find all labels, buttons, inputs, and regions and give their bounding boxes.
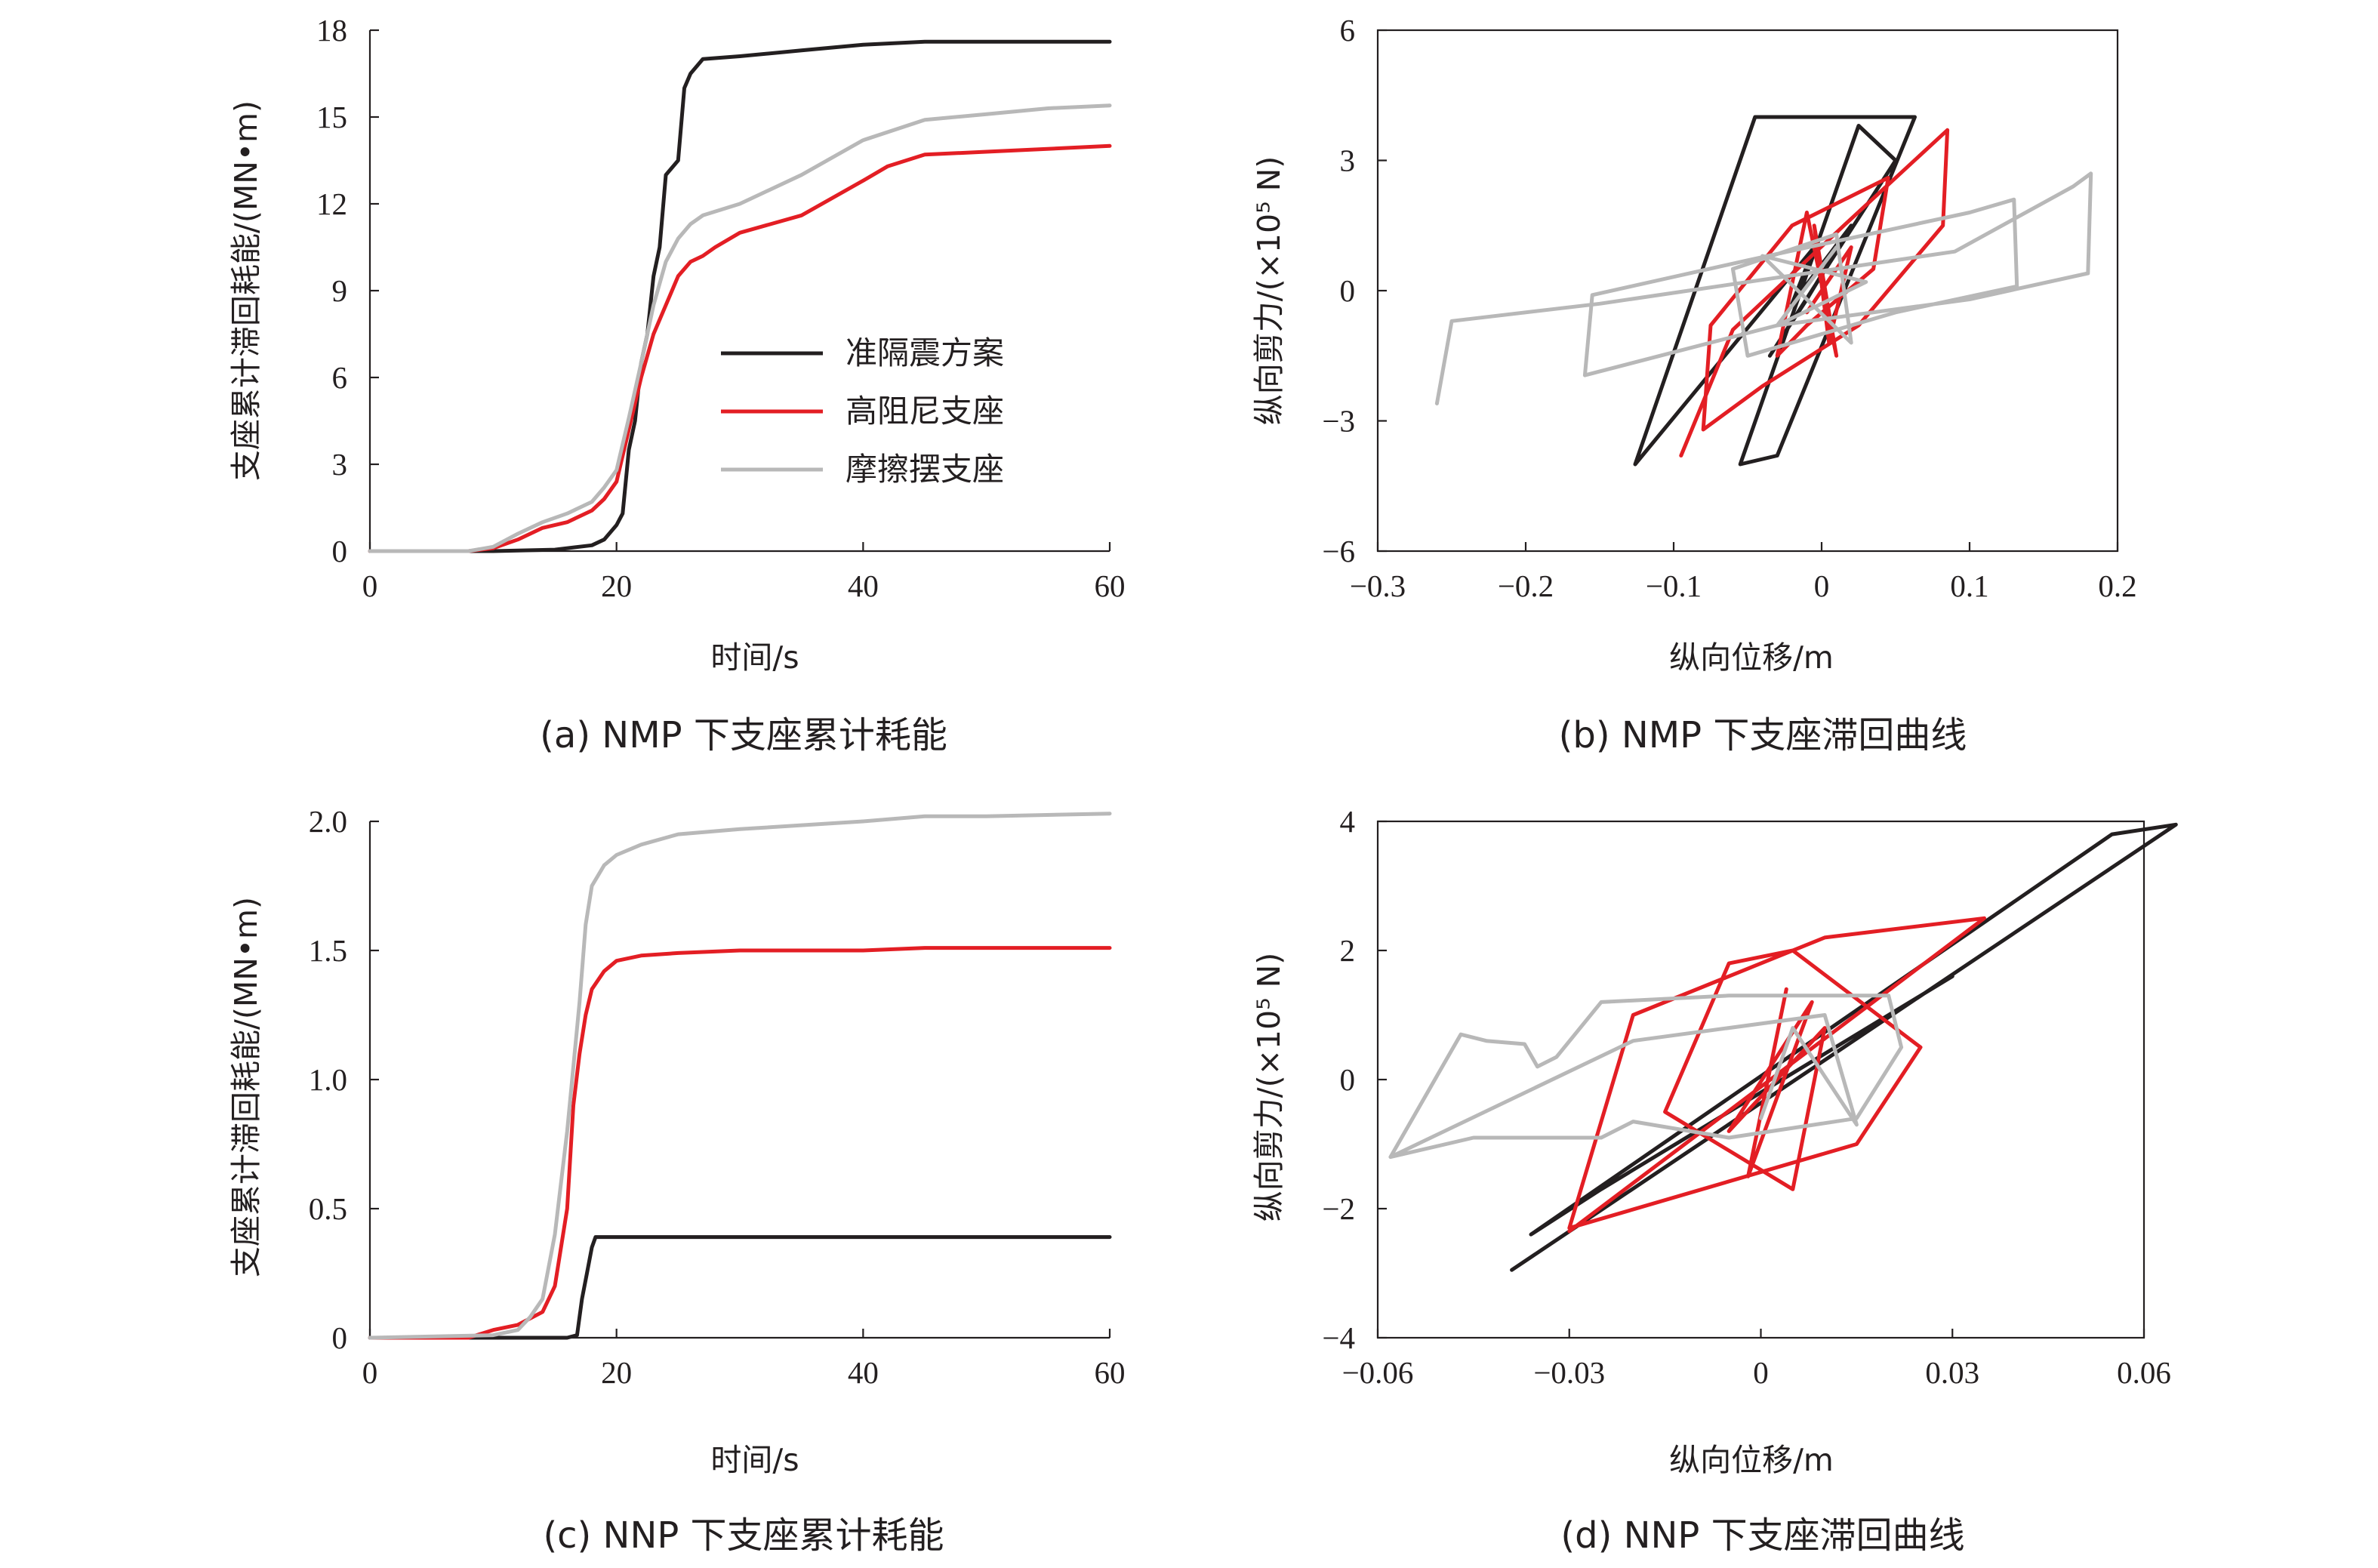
y-ticks-d: −4 −2 0 2 4 bbox=[1322, 804, 1387, 1355]
y-tick-label: 18 bbox=[316, 13, 347, 48]
y-tick-label: 0 bbox=[1340, 273, 1356, 308]
x-tick-label: 0.2 bbox=[2098, 568, 2136, 603]
x-axis-label-d: 纵向位移/m bbox=[1669, 1442, 1834, 1478]
x-tick-label: −0.2 bbox=[1498, 568, 1554, 603]
series-line-gray bbox=[368, 812, 1112, 1340]
series-line-gray bbox=[368, 103, 1112, 553]
legend-a: 准隔震方案 高阻尼支座 摩擦摆支座 bbox=[721, 334, 1004, 488]
y-tick-label: 1.0 bbox=[309, 1062, 347, 1097]
y-tick-label: 2 bbox=[1340, 933, 1356, 968]
x-tick-label: −0.3 bbox=[1350, 568, 1406, 603]
series-b bbox=[1434, 115, 2093, 467]
x-axis-label-a: 时间/s bbox=[710, 639, 799, 676]
caption-d: (d) NNP 下支座滞回曲线 bbox=[1560, 1514, 1964, 1557]
series-line-black bbox=[368, 39, 1112, 553]
x-tick-label: 20 bbox=[601, 1355, 632, 1390]
axes-b bbox=[1376, 29, 2119, 553]
y-ticks-b: −6 −3 0 3 6 bbox=[1322, 13, 1387, 568]
axes-c bbox=[368, 821, 1110, 1339]
y-tick-label: −4 bbox=[1322, 1320, 1355, 1355]
series-d bbox=[1388, 822, 2178, 1272]
y-tick-label: 3 bbox=[332, 447, 348, 482]
series-line-black bbox=[1510, 822, 2178, 1272]
axes-d bbox=[1376, 820, 2145, 1339]
y-tick-label: −6 bbox=[1322, 534, 1355, 568]
series-a bbox=[368, 39, 1112, 553]
y-tick-label: 15 bbox=[316, 100, 347, 134]
x-tick-label: 0.06 bbox=[2117, 1355, 2171, 1390]
series-c bbox=[368, 812, 1112, 1340]
series-line-red bbox=[1679, 128, 1950, 457]
y-tick-label: 1.5 bbox=[309, 933, 347, 968]
x-axis-label-c: 时间/s bbox=[710, 1442, 799, 1478]
legend-label-2: 摩擦摆支座 bbox=[846, 451, 1004, 488]
x-ticks-a: 0 20 40 60 bbox=[362, 542, 1126, 603]
plot-frame bbox=[1376, 29, 2119, 553]
x-tick-label: −0.1 bbox=[1646, 568, 1702, 603]
y-tick-label: 0.5 bbox=[309, 1191, 347, 1226]
x-tick-label: 60 bbox=[1095, 568, 1126, 603]
series-line-gray bbox=[1388, 993, 1904, 1160]
x-tick-label: 0 bbox=[1753, 1355, 1769, 1390]
series-line-red bbox=[368, 946, 1112, 1340]
legend-label-0: 准隔震方案 bbox=[846, 334, 1004, 371]
x-tick-label: 0.1 bbox=[1950, 568, 1988, 603]
x-axis-label-b: 纵向位移/m bbox=[1669, 639, 1834, 676]
series-line-black bbox=[368, 1235, 1112, 1340]
x-tick-label: 0 bbox=[1814, 568, 1830, 603]
x-tick-label: 0 bbox=[362, 568, 378, 603]
series-line-red bbox=[368, 143, 1112, 553]
x-tick-label: 40 bbox=[848, 568, 879, 603]
y-tick-label: −3 bbox=[1322, 404, 1355, 439]
x-ticks-b: −0.3 −0.2 −0.1 0 0.1 0.2 bbox=[1350, 542, 2137, 603]
y-ticks-a: 0 3 6 9 12 15 18 bbox=[316, 13, 379, 568]
series-line-gray bbox=[1434, 171, 2093, 405]
plot-frame bbox=[1376, 820, 2145, 1339]
y-tick-label: 0 bbox=[1340, 1062, 1356, 1097]
caption-a: (a) NMP 下支座累计耗能 bbox=[540, 714, 947, 756]
y-tick-label: 0 bbox=[332, 534, 348, 568]
y-tick-label: 6 bbox=[332, 360, 348, 395]
x-tick-label: 20 bbox=[601, 568, 632, 603]
y-tick-label: −2 bbox=[1322, 1191, 1355, 1226]
y-tick-label: 9 bbox=[332, 273, 348, 308]
y-axis-label-b: 纵向剪力/(×10⁵ N) bbox=[1251, 156, 1287, 425]
panel-c: 0 20 40 60 0 0.5 1.0 1.5 2.0 时间/s 支座累计滞回耗能/(MN•… bbox=[228, 804, 1126, 1557]
x-tick-label: 0 bbox=[362, 1355, 378, 1390]
x-tick-label: 60 bbox=[1095, 1355, 1126, 1390]
x-tick-label: 40 bbox=[848, 1355, 879, 1390]
y-tick-label: 4 bbox=[1340, 804, 1356, 839]
series-line-red bbox=[1567, 916, 1986, 1234]
caption-b: (b) NMP 下支座滞回曲线 bbox=[1559, 714, 1967, 756]
panel-d: −0.06 −0.03 0 0.03 0.06 −4 −2 0 2 4 纵向位移/m 纵向剪力/… bbox=[1251, 804, 2178, 1557]
legend-label-1: 高阻尼支座 bbox=[846, 393, 1004, 430]
y-tick-label: 0 bbox=[332, 1320, 348, 1355]
x-tick-label: −0.03 bbox=[1533, 1355, 1605, 1390]
panel-b: −0.3 −0.2 −0.1 0 0.1 0.2 −6 −3 0 3 6 纵向位移/m 纵向剪力/… bbox=[1251, 13, 2137, 756]
x-tick-label: −0.06 bbox=[1342, 1355, 1414, 1390]
caption-c: (c) NNP 下支座累计耗能 bbox=[543, 1514, 944, 1557]
y-ticks-c: 0 0.5 1.0 1.5 2.0 bbox=[309, 804, 379, 1355]
y-tick-label: 2.0 bbox=[309, 804, 347, 839]
x-ticks-c: 0 20 40 60 bbox=[362, 1329, 1126, 1390]
y-tick-label: 12 bbox=[316, 186, 347, 221]
y-axis-label-c: 支座累计滞回耗能/(MN•m) bbox=[228, 897, 264, 1277]
y-tick-label: 6 bbox=[1340, 13, 1356, 48]
y-axis-label-a: 支座累计滞回耗能/(MN•m) bbox=[228, 100, 264, 481]
x-tick-label: 0.03 bbox=[1925, 1355, 1979, 1390]
y-tick-label: 3 bbox=[1340, 143, 1356, 178]
y-axis-label-d: 纵向剪力/(×10⁵ N) bbox=[1251, 953, 1287, 1221]
